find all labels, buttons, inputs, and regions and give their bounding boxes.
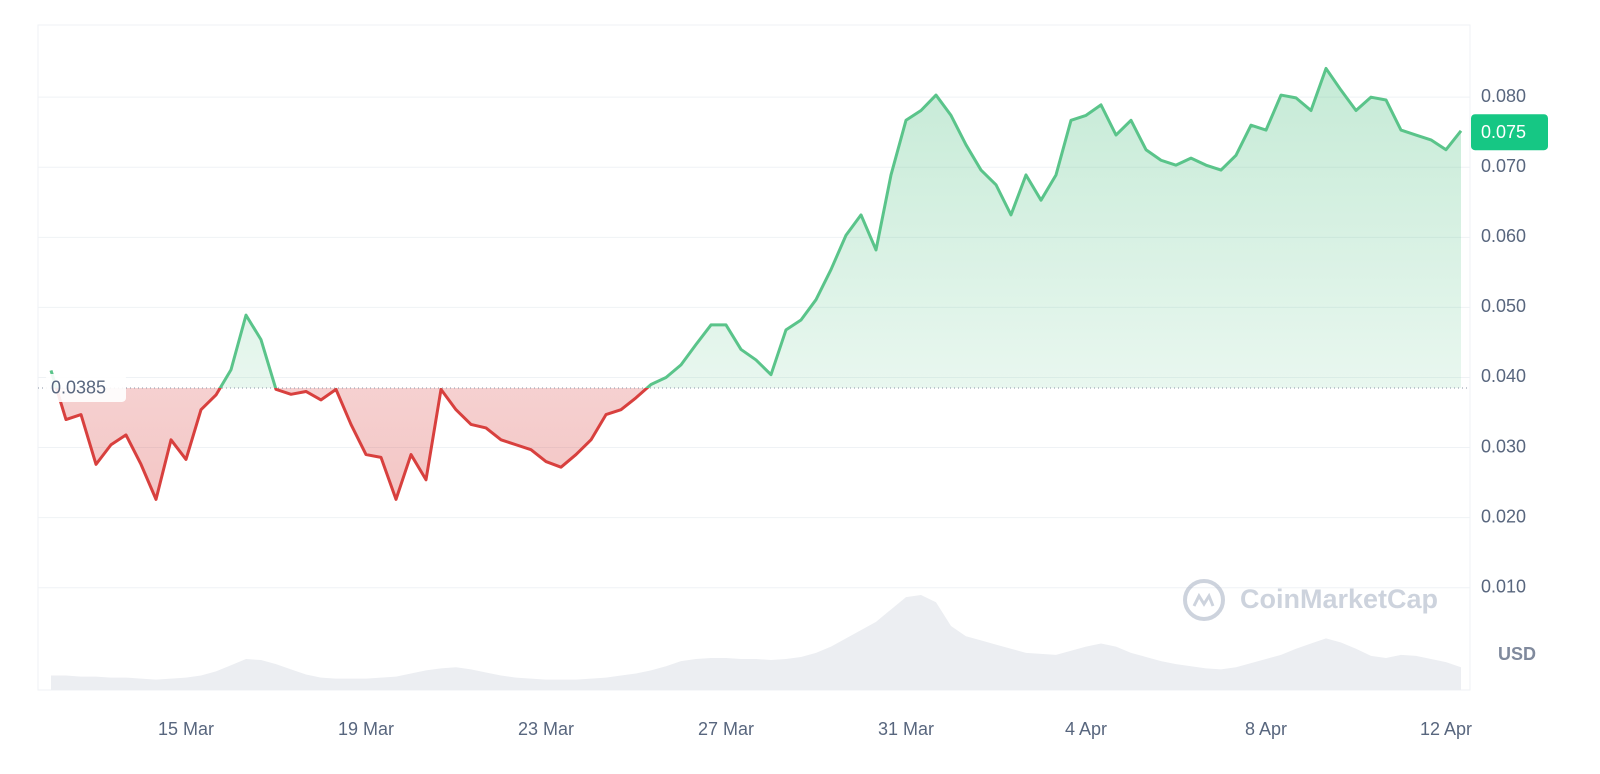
area-down [56, 387, 648, 500]
y-tick-label: 0.060 [1481, 226, 1526, 246]
area-up [51, 68, 1461, 388]
x-tick-label: 8 Apr [1245, 719, 1287, 739]
current-price-badge [1471, 114, 1548, 151]
price-line-down [54, 387, 650, 501]
watermark-text: CoinMarketCap [1240, 584, 1438, 614]
x-tick-label: 12 Apr [1420, 719, 1472, 739]
y-tick-label: 0.050 [1481, 296, 1526, 316]
baseline-label-box [46, 373, 126, 402]
y-tick-label: 0.070 [1481, 156, 1526, 176]
x-tick-label: 19 Mar [338, 719, 394, 739]
y-tick-label: 0.020 [1481, 506, 1526, 526]
unit-label: USD [1498, 644, 1536, 664]
volume-area [51, 595, 1461, 690]
price-line-up [49, 66, 1463, 388]
y-tick-label: 0.080 [1481, 86, 1526, 106]
x-tick-label: 4 Apr [1065, 719, 1107, 739]
x-tick-label: 27 Mar [698, 719, 754, 739]
x-tick-label: 31 Mar [878, 719, 934, 739]
x-tick-label: 15 Mar [158, 719, 214, 739]
y-tick-label: 0.040 [1481, 366, 1526, 386]
watermark: CoinMarketCap [1183, 579, 1438, 621]
baseline-label: 0.0385 [51, 378, 106, 398]
x-tick-label: 23 Mar [518, 719, 574, 739]
y-tick-label: 0.010 [1481, 576, 1526, 596]
y-tick-label: 0.030 [1481, 436, 1526, 456]
current-price-label: 0.075 [1481, 122, 1526, 142]
